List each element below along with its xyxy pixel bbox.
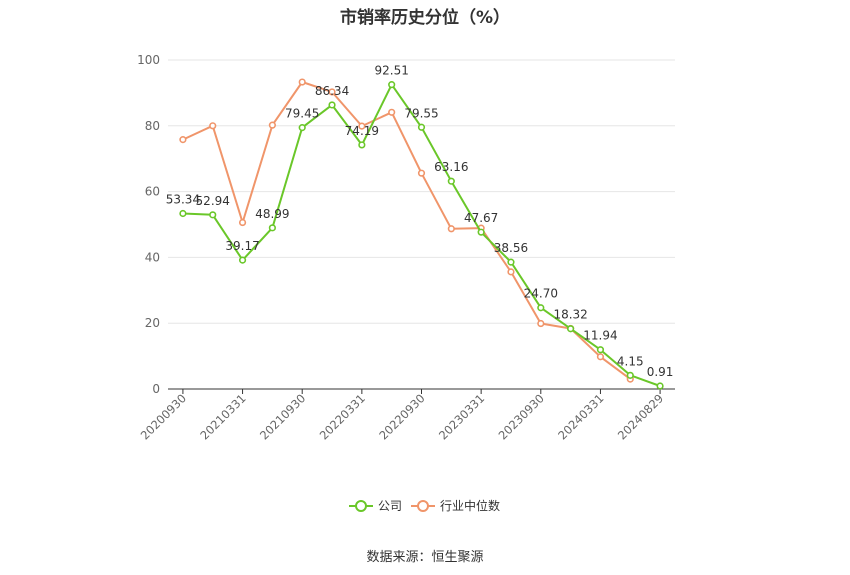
data-label: 86.34 [315, 84, 349, 98]
data-point [596, 353, 605, 361]
data-point [477, 228, 485, 236]
x-tick-label: 20240331 [555, 391, 606, 442]
data-point [447, 177, 455, 185]
data-label: 11.94 [583, 329, 617, 343]
data-label: 38.56 [494, 241, 528, 255]
data-point [179, 209, 187, 218]
y-tick-label: 80 [145, 119, 160, 133]
x-tick-label: 20200930 [138, 391, 189, 442]
data-label: 47.67 [464, 211, 498, 225]
series-line-industry-median [182, 81, 631, 380]
data-label: 92.51 [374, 64, 408, 78]
data-label: 52.94 [196, 194, 230, 208]
legend-industry-median-icon [417, 500, 429, 512]
data-point [358, 122, 366, 130]
data-point [268, 121, 276, 129]
legend-company-label: 公司 [378, 499, 402, 513]
data-point [298, 124, 306, 132]
y-tick-label: 40 [145, 250, 160, 264]
x-tick-label: 20230331 [436, 391, 487, 442]
data-point [417, 123, 426, 131]
data-point [268, 224, 276, 232]
data-point [209, 122, 217, 130]
data-point [507, 268, 515, 276]
y-tick-label: 100 [137, 53, 160, 67]
data-label: 79.55 [404, 106, 438, 120]
data-point [328, 101, 336, 109]
legend-company-icon [355, 500, 367, 512]
data-point [417, 169, 426, 177]
data-point [567, 325, 575, 333]
data-label: 63.16 [434, 160, 468, 174]
data-label: 18.32 [553, 308, 587, 322]
data-label: 48.99 [255, 207, 289, 221]
x-tick-label: 20220331 [317, 391, 368, 442]
data-point [656, 382, 664, 390]
data-label: 24.70 [524, 287, 558, 301]
data-point [209, 211, 217, 219]
data-point [388, 81, 396, 89]
data-point [537, 319, 545, 328]
data-source: 数据来源：恒生聚源 [366, 550, 484, 565]
data-point [238, 256, 247, 264]
data-label: 4.15 [617, 354, 644, 368]
data-point [179, 136, 187, 144]
data-point [537, 304, 545, 312]
data-point [358, 141, 366, 149]
data-label: 0.91 [647, 365, 674, 379]
y-tick-label: 20 [145, 316, 160, 330]
x-tick-label: 20240829 [615, 391, 666, 442]
legend-industry-median-label: 行业中位数 [440, 498, 500, 513]
data-point [328, 88, 336, 96]
data-label: 39.17 [225, 239, 259, 253]
data-point [596, 346, 605, 354]
chart-title: 市销率历史分位（%） [339, 8, 511, 28]
x-tick-label: 20210331 [197, 391, 248, 442]
y-tick-label: 60 [145, 185, 160, 199]
data-point [507, 258, 515, 266]
data-point [447, 225, 455, 233]
data-label: 74.19 [345, 124, 379, 138]
data-label: 53.34 [166, 193, 200, 207]
x-tick-label: 20220930 [376, 391, 427, 442]
data-point [388, 108, 396, 116]
data-label: 79.45 [285, 107, 319, 121]
data-point [626, 371, 634, 379]
data-point [238, 218, 247, 227]
data-point [298, 78, 306, 86]
x-tick-label: 20210930 [257, 391, 308, 442]
y-tick-label: 0 [152, 382, 160, 396]
x-tick-label: 20230930 [496, 391, 547, 442]
